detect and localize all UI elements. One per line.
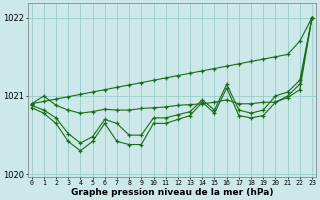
X-axis label: Graphe pression niveau de la mer (hPa): Graphe pression niveau de la mer (hPa): [71, 188, 273, 197]
